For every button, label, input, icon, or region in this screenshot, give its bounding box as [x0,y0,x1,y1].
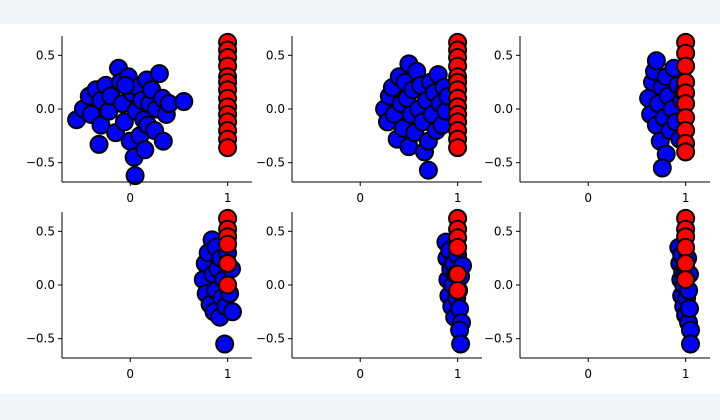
red-point [676,142,696,162]
blue-point [89,134,109,154]
x-tick-label: 0 [584,191,592,205]
blue-point [149,64,169,84]
subplot-1: 0 1 −0.5 0.0 0.5 [26,32,252,205]
red-point [448,138,468,158]
red-point [676,254,696,273]
x-tick-label: 0 [126,191,134,205]
x-tick-label: 1 [224,191,232,205]
x-tick-label: 1 [682,367,690,381]
subplot-5: 0 1 −0.5 0.0 0.5 [256,208,482,381]
y-tick-label: −0.5 [256,332,285,346]
y-tick-label: 0.0 [266,278,285,292]
scatter-figure: 0 1 −0.5 0.0 0.5 0 1 −0.5 0.0 0.5 0 1 −0.5 0.0 0.5 0 1 −0… [0,24,720,394]
red-point [218,234,238,254]
red-point [448,264,468,284]
x-tick-label: 1 [224,367,232,381]
subplot-2: 0 1 −0.5 0.0 0.5 [256,32,482,205]
red-point [448,237,468,257]
y-tick-label: 0.5 [36,224,55,238]
red-point [218,254,238,273]
subplot-3: 0 1 −0.5 0.0 0.5 [484,32,710,205]
subplot-6: 0 1 −0.5 0.0 0.5 [484,208,710,381]
scatter-grid-svg: 0 1 −0.5 0.0 0.5 0 1 −0.5 0.0 0.5 0 1 −0.5 0.0 0.5 0 1 −0… [26,32,710,381]
y-tick-label: −0.5 [26,332,55,346]
y-tick-label: 0.0 [494,278,513,292]
blue-point [153,131,173,151]
y-tick-label: 0.5 [266,224,285,238]
blue-point [652,158,672,178]
y-tick-label: −0.5 [256,156,285,170]
blue-point [223,302,242,322]
subplot-4: 0 1 −0.5 0.0 0.5 [26,208,252,381]
y-tick-label: 0.5 [36,48,55,62]
y-tick-label: 0.0 [36,278,55,292]
red-point [676,56,696,76]
x-tick-label: 0 [356,367,364,381]
blue-point [114,112,134,132]
x-tick-label: 1 [454,367,462,381]
red-point [676,237,696,257]
blue-point [681,334,700,354]
blue-point [115,75,135,95]
y-tick-label: −0.5 [484,332,513,346]
blue-point [135,140,155,160]
red-point [218,138,238,158]
y-tick-label: 0.5 [266,48,285,62]
red-point [448,280,468,300]
x-tick-label: 1 [682,191,690,205]
blue-point [451,334,471,354]
y-tick-label: 0.5 [494,48,513,62]
blue-point [646,51,666,71]
blue-point [215,334,235,354]
x-tick-label: 0 [584,367,592,381]
blue-point [91,115,111,135]
red-point [676,270,696,290]
x-tick-label: 0 [356,191,364,205]
x-tick-label: 0 [126,367,134,381]
y-tick-label: 0.5 [494,224,513,238]
blue-point [174,92,194,111]
x-tick-label: 1 [454,191,462,205]
blue-point [125,166,145,186]
blue-point [680,299,699,319]
blue-point [418,160,438,180]
red-point [218,275,238,295]
y-tick-label: 0.0 [266,102,285,116]
y-tick-label: −0.5 [484,156,513,170]
y-tick-label: 0.0 [494,102,513,116]
y-tick-label: 0.0 [36,102,55,116]
y-tick-label: −0.5 [26,156,55,170]
